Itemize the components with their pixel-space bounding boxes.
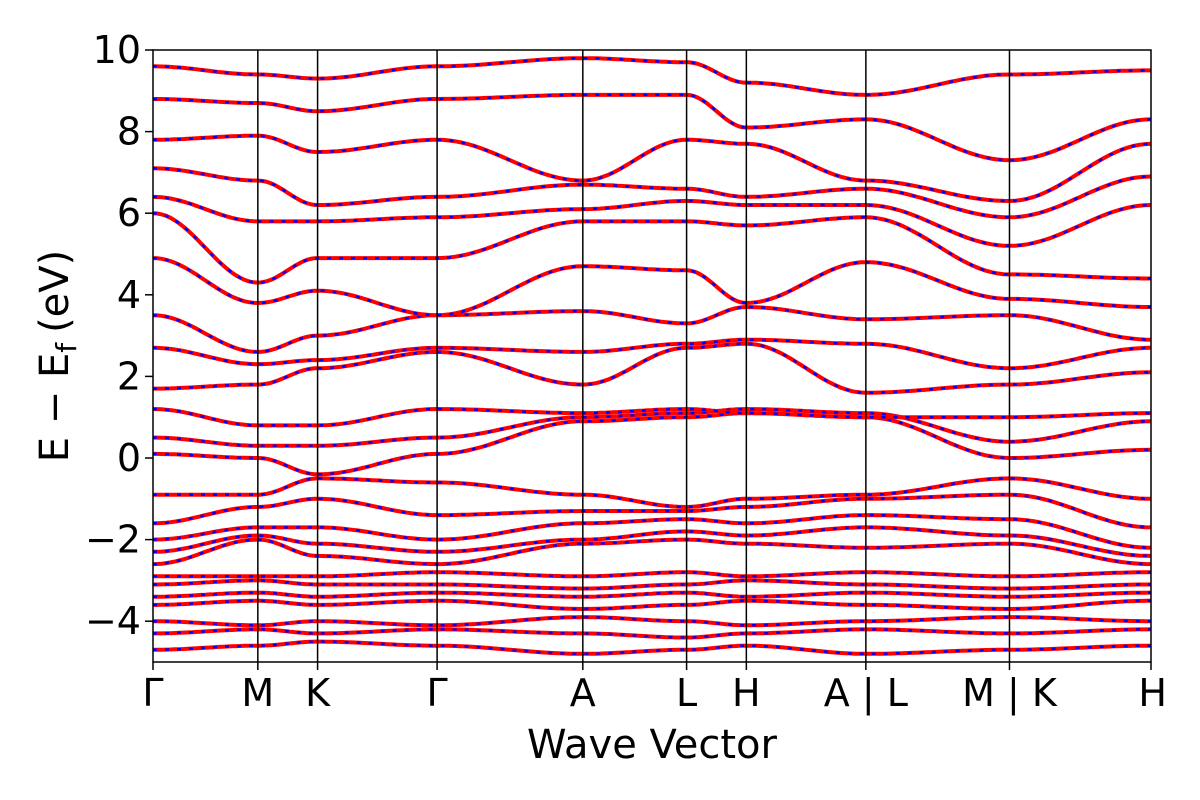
band-line-dotted-9 [153,513,1151,550]
band-line-dotted-0 [153,640,1151,656]
band-line-dotted-5 [153,579,1151,590]
y-axis-label: E − Ef (eV) [32,250,83,463]
band-line-21 [153,166,1151,220]
band-line-8 [153,525,1151,558]
plot-frame [152,49,1152,663]
band-line-dotted-21 [153,167,1151,219]
band-line-dotted-1 [153,628,1151,639]
band-line-dotted-23 [153,93,1151,162]
x-axis-label: Wave Vector [527,722,778,768]
band-line-10 [153,492,1151,530]
band-line-dotted-18 [153,256,1151,317]
y-axis-ticks: 10 8 6 4 2 0 −2 −4 [85,28,153,643]
band-line-24 [153,56,1151,97]
y-tick-label-4: 2 [117,354,141,398]
y-axis-label-subscript: f [50,342,83,353]
x-tick-label-0: Γ [142,671,163,715]
y-tick-label-2: 6 [117,191,141,235]
band-line-16 [153,337,1151,371]
band-line-4 [153,590,1151,599]
y-tick-label-6: −2 [85,518,141,562]
band-line-6 [153,570,1151,579]
x-tick-label-5: L [676,671,697,715]
band-line-dotted-7 [153,538,1151,566]
x-tick-label-4: A [570,671,596,715]
band-line-dotted-19 [153,211,1151,284]
band-line-14 [153,406,1151,428]
band-line-dotted-15 [153,342,1151,394]
x-tick-label-6: H [732,671,761,715]
band-line-1 [153,627,1151,640]
band-line-dotted-3 [153,599,1151,611]
x-tick-label-8: M | K [962,671,1058,716]
x-tick-label-2: K [305,671,331,715]
band-line-dotted-12 [153,411,1151,476]
kpoint-lines [257,50,1011,662]
band-line-0 [153,639,1151,656]
band-line-dotted-22 [153,134,1151,203]
bands-layer [153,56,1151,656]
band-line-22 [153,133,1151,204]
band-line-dotted-4 [153,591,1151,598]
band-line-5 [153,578,1151,591]
band-line-2 [153,615,1151,628]
band-line-dotted-2 [153,615,1151,627]
x-tick-label-9: H [1138,671,1167,715]
y-tick-label-3: 4 [117,273,141,317]
band-line-dotted-6 [153,570,1151,578]
x-tick-label-1: M [241,671,274,715]
y-tick-label-5: 0 [117,436,141,480]
y-tick-label-1: 8 [117,110,141,154]
x-tick-label-3: Γ [427,671,448,715]
y-tick-label-0: 10 [93,28,141,72]
x-tick-label-7: A | L [824,671,908,716]
y-axis-label-main: E − E [32,353,78,463]
band-line-dotted-17 [153,305,1151,354]
y-axis-label-unit: (eV) [32,250,78,333]
band-line-dotted-20 [153,195,1151,248]
band-line-3 [153,598,1151,612]
band-line-dotted-13 [153,407,1151,448]
y-tick-label-7: −4 [85,599,141,643]
band-line-11 [153,476,1151,510]
band-line-dotted-24 [153,56,1151,97]
band-line-12 [153,411,1151,477]
band-line-19 [153,211,1151,285]
band-line-18 [153,256,1151,318]
